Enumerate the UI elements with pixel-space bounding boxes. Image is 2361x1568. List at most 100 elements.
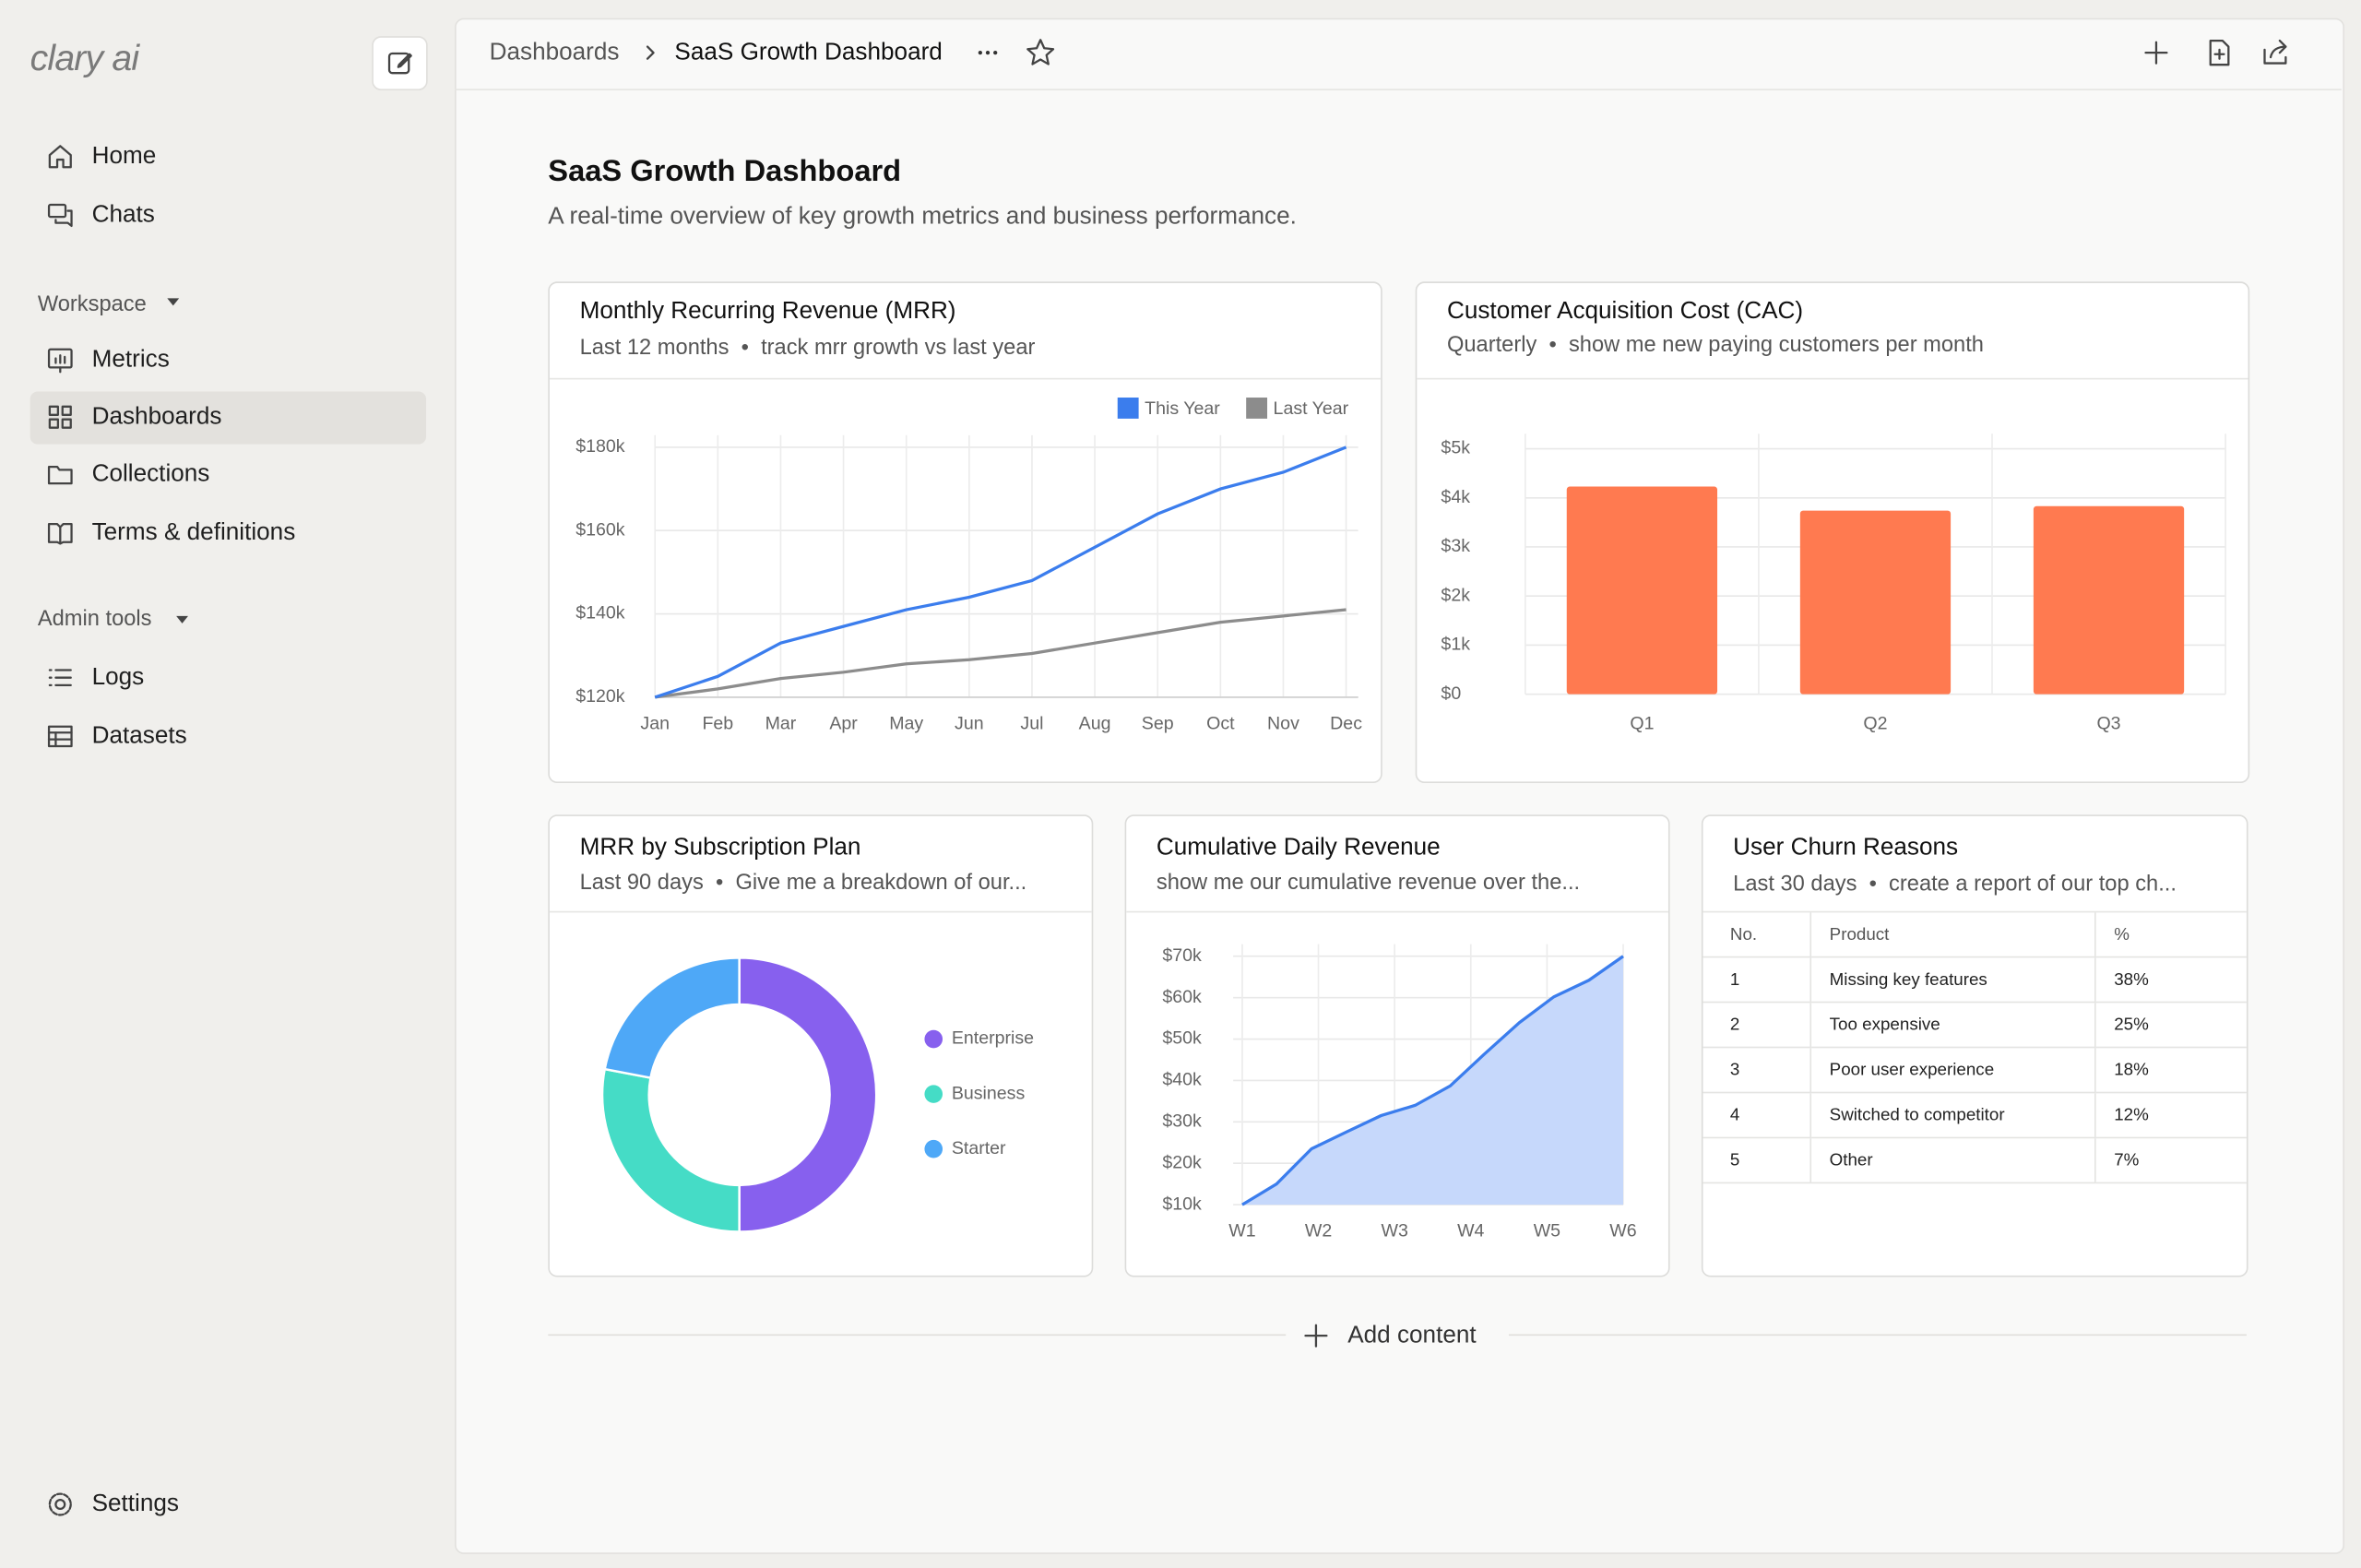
logo: clary ai (30, 38, 139, 79)
header-bar (455, 18, 2342, 90)
card-header (549, 283, 1382, 380)
nav-dashboards[interactable]: Dashboards (91, 404, 222, 430)
workspace-label[interactable]: Workspace (37, 292, 147, 317)
nav-metrics[interactable]: Metrics (91, 347, 170, 373)
x-tick-label: Sep (1142, 713, 1174, 733)
x-tick-label: Feb (702, 713, 733, 733)
table-cell: Missing key features (1809, 956, 2095, 1003)
card-subtitle: Last 30 days • create a report of our to… (1733, 872, 2177, 897)
new-chat-button[interactable] (372, 36, 428, 90)
table-cell: 2 (1703, 1001, 1811, 1048)
table-row: 4 Switched to competitor 12% (1703, 1091, 2247, 1138)
breadcrumb-separator (646, 45, 655, 60)
terms-icon (47, 523, 73, 545)
pie-slice (603, 956, 741, 1080)
breadcrumb-parent[interactable]: Dashboards (489, 40, 620, 65)
more-icon[interactable] (976, 47, 1003, 59)
cac-card: Customer Acquisition Cost (CAC) Quarterl… (1415, 281, 2250, 783)
edit-icon (387, 52, 412, 75)
table-header: Product (1809, 912, 2095, 957)
table-cell: Too expensive (1809, 1001, 2095, 1048)
description: Give me a breakdown of our... (735, 871, 1027, 896)
card-header (1703, 816, 2247, 913)
nav-settings[interactable]: Settings (91, 1491, 179, 1517)
card-title: Cumulative Daily Revenue (1156, 835, 1441, 861)
nav-home[interactable]: Home (91, 143, 157, 170)
table-cell: 18% (2094, 1046, 2247, 1093)
table-row-end (1703, 1182, 2247, 1184)
legend-label: Enterprise (952, 1028, 1034, 1049)
dashboard-title: SaaS Growth Dashboard (548, 155, 902, 189)
x-tick-label: Aug (1079, 713, 1111, 733)
table-row: 3 Poor user experience 18% (1703, 1046, 2247, 1093)
table-cell: 25% (2094, 1001, 2247, 1048)
description: track mrr growth vs last year (761, 336, 1036, 361)
home-icon (48, 145, 72, 169)
add-content[interactable]: Add content (1347, 1323, 1477, 1348)
area-fill (1241, 956, 1623, 1206)
area-line (1241, 955, 1624, 1206)
nav-collections[interactable]: Collections (91, 461, 210, 488)
chats-icon (47, 203, 73, 228)
card-title: MRR by Subscription Plan (579, 835, 861, 861)
y-tick-label: $4k (1441, 487, 1470, 507)
description: create a report of our top ch... (1889, 872, 2177, 897)
x-tick-label: Q1 (1630, 713, 1654, 733)
add-content-icon[interactable] (1302, 1322, 1329, 1348)
period: Last 12 months (579, 336, 730, 361)
y-tick-label: $5k (1441, 438, 1470, 458)
table-row: 2 Too expensive 25% (1703, 1001, 2247, 1048)
bar (1799, 510, 1952, 695)
dashboards-icon (48, 405, 72, 429)
y-tick-label: $160k (575, 519, 625, 540)
table-cell: 4 (1703, 1091, 1811, 1138)
datasets-icon (47, 725, 73, 748)
table-border (2094, 1182, 2247, 1184)
legend-label: Starter (952, 1138, 1006, 1158)
caret (167, 298, 180, 306)
star-icon[interactable] (1026, 38, 1056, 68)
series-line (654, 445, 1347, 699)
y-tick-label: $3k (1441, 536, 1470, 556)
legend-label: This Year (1145, 398, 1220, 419)
chart: Enterprise Business Starter (600, 956, 1034, 1233)
period: Last 30 days (1733, 872, 1857, 897)
card-header (1126, 816, 1668, 913)
card-subtitle: Quarterly • show me new paying customers… (1446, 333, 1984, 358)
card-title: Monthly Recurring Revenue (MRR) (579, 298, 956, 325)
table-cell: 1 (1703, 956, 1811, 1003)
nav-logs[interactable]: Logs (91, 664, 145, 691)
card-title: Customer Acquisition Cost (CAC) (1446, 298, 1804, 325)
table-cell: 38% (2094, 956, 2247, 1003)
export-icon[interactable] (2206, 38, 2233, 68)
table-border (1703, 1182, 1811, 1184)
y-tick-label: $2k (1441, 585, 1470, 605)
card-header (1417, 283, 2248, 380)
bar (2033, 505, 2185, 695)
y-tick-label: $120k (575, 686, 625, 707)
nav-chats[interactable]: Chats (91, 202, 155, 229)
legend-label: Last Year (1274, 398, 1349, 419)
x-tick-label: W2 (1305, 1221, 1332, 1241)
table-cell: 3 (1703, 1046, 1811, 1093)
share-icon[interactable] (2261, 38, 2292, 68)
dashboard-subtitle: A real-time overview of key growth metri… (548, 204, 1297, 230)
divider (1508, 1334, 2247, 1336)
nav-terms[interactable]: Terms & definitions (91, 519, 296, 546)
x-tick-label: W5 (1534, 1221, 1560, 1241)
collections-icon (47, 465, 73, 485)
add-icon[interactable] (2142, 39, 2169, 65)
series-line (654, 608, 1347, 699)
table-row: 1 Missing key features 38% (1703, 956, 2247, 1003)
card-subtitle: Last 90 days • Give me a breakdown of ou… (579, 871, 1027, 896)
admin-label[interactable]: Admin tools (37, 607, 152, 632)
x-tick-label: Jul (1020, 713, 1043, 733)
nav-datasets[interactable]: Datasets (91, 723, 187, 750)
y-tick-label: $10k (1162, 1194, 1202, 1214)
x-tick-label: Jan (640, 713, 670, 733)
chart: $10k $20k $30k $40k $50k $60k $70k W1 W2 W3 W4 W5 W6 (1162, 944, 1637, 1241)
mrr-card: Monthly Recurring Revenue (MRR) Last 12 … (548, 281, 1382, 783)
x-tick-label: Jun (955, 713, 984, 733)
chart: $0 $1k $2k $3k $4k $5k Q1 Q2 Q3 (1441, 434, 2226, 733)
y-tick-label: $40k (1162, 1070, 1202, 1090)
